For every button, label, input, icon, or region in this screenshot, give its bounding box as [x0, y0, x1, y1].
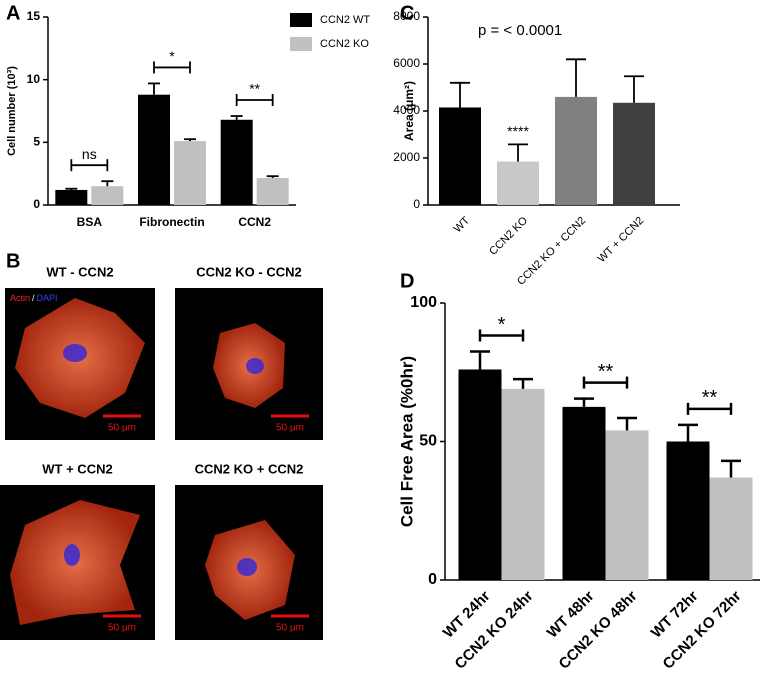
significance-label: *: [498, 314, 506, 336]
y-tick-label: 0: [413, 197, 420, 211]
bar: [55, 189, 88, 205]
y-tick-label: 100: [410, 294, 437, 311]
nucleus: [237, 558, 257, 576]
y-tick-label: 2000: [393, 150, 420, 164]
bar: [501, 388, 545, 580]
bar: [256, 178, 289, 205]
bar: [497, 161, 539, 205]
bar: [605, 430, 649, 580]
y-axis-label: Area (μm²): [402, 81, 416, 141]
x-tick-label: CCN2 KO 72hr: [660, 587, 745, 672]
y-tick-label: 50: [419, 433, 437, 450]
panel-letter: C: [400, 2, 414, 24]
panel-letter: B: [6, 250, 20, 272]
bar: [91, 186, 124, 205]
bar: [138, 94, 170, 205]
y-axis-label: Cell number (10³): [6, 66, 18, 156]
nucleus: [246, 358, 264, 374]
panel-letter: D: [400, 270, 414, 292]
x-tick-label: CCN2 KO: [487, 214, 530, 257]
image-title: CCN2 KO - CCN2: [196, 264, 301, 279]
scale-label: 50 μm: [108, 423, 136, 434]
y-tick-label: 10: [27, 72, 41, 86]
y-tick-label: 4000: [393, 103, 420, 117]
panel-letter: A: [6, 2, 20, 24]
bar: [220, 119, 253, 205]
x-tick-label: CCN2: [238, 215, 271, 229]
y-tick-label: 15: [27, 9, 41, 23]
x-tick-label: Fibronectin: [139, 215, 204, 229]
x-tick-label: WT: [452, 214, 473, 235]
x-tick-label: WT + CCN2: [596, 215, 646, 265]
y-tick-label: 8000: [393, 9, 420, 23]
stain-legend: Actin / DAPI: [10, 293, 58, 303]
significance-label: **: [249, 81, 260, 97]
bar: [562, 406, 606, 580]
x-tick-label: CCN2 KO 48hr: [556, 587, 641, 672]
y-tick-label: 0: [33, 197, 40, 211]
stain-label: /: [32, 293, 35, 303]
significance-label: ****: [507, 123, 529, 139]
image-title: CCN2 KO + CCN2: [195, 461, 304, 476]
bar: [439, 107, 481, 205]
x-tick-label: CCN2 KO 24hr: [452, 587, 537, 672]
scale-label: 50 μm: [276, 623, 304, 634]
significance-label: ns: [82, 146, 97, 162]
stain-label: Actin: [10, 293, 30, 303]
legend-swatch: [290, 37, 312, 51]
image-title: WT - CCN2: [46, 264, 113, 279]
significance-label: **: [702, 387, 718, 409]
y-tick-label: 0: [428, 571, 437, 588]
bar: [174, 141, 206, 205]
nucleus: [63, 344, 87, 362]
image-title: WT + CCN2: [42, 461, 112, 476]
legend-label: CCN2 WT: [320, 14, 370, 26]
stain-label: DAPI: [37, 293, 58, 303]
scale-label: 50 μm: [276, 423, 304, 434]
bar: [458, 369, 502, 580]
significance-label: **: [598, 361, 614, 383]
y-axis-label: Cell Free Area (%0hr): [397, 356, 416, 527]
bar: [709, 477, 753, 580]
annotation: p = < 0.0001: [478, 22, 562, 39]
bar: [613, 102, 655, 205]
legend-label: CCN2 KO: [320, 38, 369, 50]
bar: [555, 96, 597, 205]
y-tick-label: 5: [33, 135, 40, 149]
y-tick-label: 6000: [393, 56, 420, 70]
bar: [666, 441, 710, 580]
nucleus: [64, 544, 80, 566]
legend-swatch: [290, 13, 312, 27]
x-tick-label: BSA: [77, 215, 103, 229]
scale-label: 50 μm: [108, 623, 136, 634]
significance-label: *: [169, 48, 175, 64]
